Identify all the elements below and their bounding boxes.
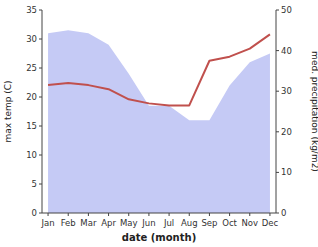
y2-tick [276,172,279,173]
y-tick-label: 20 [26,92,37,102]
x-tick [108,213,109,216]
x-tick [68,213,69,216]
y2-tick-label: 30 [281,86,292,96]
x-tick [209,213,210,216]
y-tick [39,155,42,156]
x-tick [148,213,149,216]
x-tick-label: Dec [262,218,279,228]
x-tick [169,213,170,216]
x-tick-label: Feb [61,218,76,228]
x-axis [42,213,276,214]
y-tick-label: 0 [32,208,37,218]
y-tick-label: 5 [32,179,37,189]
y-tick [39,39,42,40]
y2-tick [276,10,279,11]
y2-tick-label: 20 [281,127,292,137]
y-tick [39,184,42,185]
y-tick-label: 35 [26,5,37,15]
x-tick-label: Jul [163,218,174,228]
y-tick-label: 15 [26,121,37,131]
x-tick [269,213,270,216]
x-tick-label: May [120,218,138,228]
x-tick-label: Sep [201,218,217,228]
x-tick [128,213,129,216]
area [48,30,270,213]
y2-tick-label: 40 [281,46,292,56]
x-tick-label: Jan [40,218,54,228]
x-tick-label: Aug [181,218,198,228]
x-tick-label: Oct [222,218,237,228]
x-tick-label: Mar [80,218,97,228]
y-tick-label: 25 [26,63,37,73]
y-tick [39,126,42,127]
y-tick [39,213,42,214]
x-tick-label: Apr [101,218,116,228]
x-tick [48,213,49,216]
x-tick [229,213,230,216]
y2-tick [276,131,279,132]
x-tick-label: Jun [141,218,155,228]
x-tick-label: Nov [241,218,258,228]
plot-area [48,30,270,213]
y2-axis [276,10,277,213]
y2-axis-title: med. precipitation (kg/m2) [310,51,318,172]
y2-tick [276,91,279,92]
x-axis-title: date (month) [122,232,196,243]
y-axis-title: max temp (C) [3,80,13,142]
x-tick [88,213,89,216]
x-tick [249,213,250,216]
x-tick [189,213,190,216]
y-tick-label: 10 [26,150,37,160]
y2-tick-label: 0 [281,208,286,218]
y2-tick-label: 50 [281,5,292,15]
y-tick-label: 30 [26,34,37,44]
y2-tick [276,50,279,51]
chart: JanFebMarAprMayJunJulAugSepOctNovDec0510… [0,0,318,247]
y-tick [39,10,42,11]
y-axis [42,10,43,213]
y2-tick-label: 10 [281,167,292,177]
y2-tick [276,213,279,214]
y-tick [39,68,42,69]
line [48,34,270,105]
y-tick [39,97,42,98]
